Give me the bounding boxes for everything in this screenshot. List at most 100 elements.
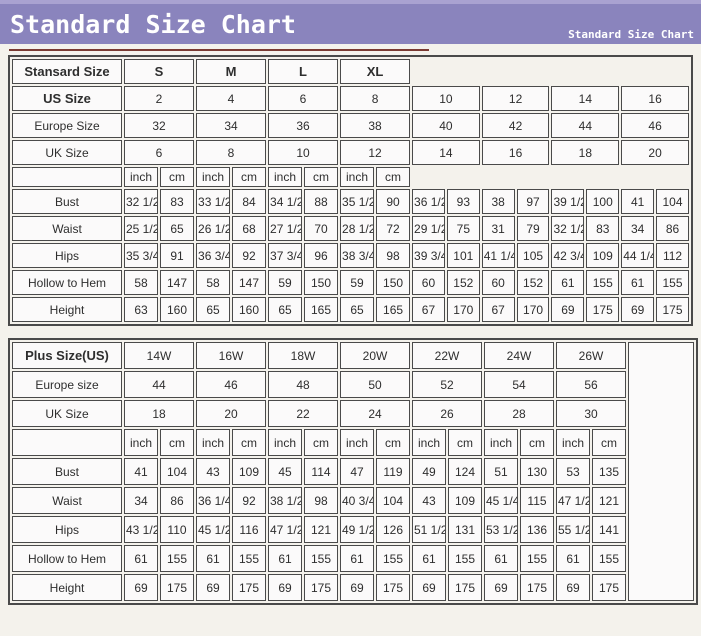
size-cell: 18	[551, 140, 620, 165]
measurement-cell: 104	[656, 189, 689, 214]
tables-gap	[0, 326, 701, 338]
measurement-cell: 67	[412, 297, 445, 322]
row-label: Waist	[12, 487, 122, 514]
unit-header: inch	[196, 429, 230, 456]
measurement-cell: 112	[656, 243, 689, 268]
measurement-cell: 49 1/2	[340, 516, 374, 543]
size-group-header-2: L	[268, 59, 339, 84]
row-label: Height	[12, 574, 122, 601]
measurement-cell: 91	[160, 243, 195, 268]
measurement-cell: 61	[196, 545, 230, 572]
measurement-cell: 68	[232, 216, 267, 241]
measurement-cell: 58	[196, 270, 231, 295]
measurement-cell: 124	[448, 458, 482, 485]
size-cell: 40	[412, 113, 480, 138]
unit-header: cm	[520, 429, 554, 456]
measurement-cell: 86	[656, 216, 689, 241]
size-group-header-1: 16W	[196, 342, 266, 369]
measurement-cell: 35 1/2	[340, 189, 375, 214]
measurement-cell: 175	[160, 574, 194, 601]
row-label: Hips	[12, 516, 122, 543]
measurement-cell: 101	[446, 243, 480, 268]
size-cell: 8	[196, 140, 267, 165]
size-cell: 56	[556, 371, 626, 398]
measurement-cell: 70	[304, 216, 339, 241]
unit-header: inch	[340, 429, 374, 456]
measurement-cell: 63	[124, 297, 158, 322]
measurement-cell: 98	[376, 243, 411, 268]
size-cell: 44	[551, 113, 620, 138]
measurement-cell: 155	[520, 545, 554, 572]
measurement-cell: 38	[481, 189, 515, 214]
measurement-cell: 104	[160, 458, 194, 485]
measurement-cell: 160	[160, 297, 195, 322]
measurement-cell: 32 1/2	[551, 216, 585, 241]
measurement-cell: 33 1/2	[196, 189, 231, 214]
measurement-cell: 92	[232, 487, 266, 514]
measurement-cell: 152	[446, 270, 480, 295]
measurement-cell: 131	[448, 516, 482, 543]
measurement-cell: 98	[304, 487, 338, 514]
size-cell: 18	[124, 400, 194, 427]
measurement-cell: 88	[304, 189, 339, 214]
unit-row-spacer	[12, 429, 122, 456]
size-group-header-1: M	[196, 59, 267, 84]
size-cell: 2	[124, 86, 195, 111]
unit-header: inch	[124, 429, 158, 456]
size-group-header-3: 20W	[340, 342, 410, 369]
measurement-cell: 39 3/4	[412, 243, 445, 268]
size-cell: 22	[268, 400, 338, 427]
size-group-header-0: 14W	[124, 342, 194, 369]
size-cell: 20	[196, 400, 266, 427]
measurement-cell: 45 1/2	[196, 516, 230, 543]
size-cell: 36	[268, 113, 339, 138]
measurement-cell: 42 3/4	[551, 243, 585, 268]
measurement-cell: 53	[556, 458, 590, 485]
measurement-cell: 84	[232, 189, 267, 214]
corner-label: Plus Size(US)	[12, 342, 122, 369]
measurement-cell: 43 1/2	[124, 516, 158, 543]
size-cell: 12	[340, 140, 411, 165]
unit-header: cm	[160, 167, 195, 187]
measurement-cell: 36 1/4	[196, 487, 230, 514]
measurement-cell: 38 1/2	[268, 487, 302, 514]
measurement-cell: 65	[268, 297, 303, 322]
measurement-cell: 72	[376, 216, 411, 241]
size-cell: 4	[196, 86, 267, 111]
unit-header: cm	[232, 429, 266, 456]
row-label: Bust	[12, 458, 122, 485]
measurement-cell: 69	[412, 574, 446, 601]
measurement-cell: 93	[446, 189, 480, 214]
row-label: Bust	[12, 189, 122, 214]
measurement-cell: 69	[551, 297, 585, 322]
measurement-cell: 92	[232, 243, 267, 268]
measurement-cell: 155	[160, 545, 194, 572]
measurement-cell: 160	[232, 297, 267, 322]
measurement-cell: 126	[376, 516, 410, 543]
size-cell: 38	[340, 113, 411, 138]
measurement-cell: 155	[586, 270, 620, 295]
measurement-cell: 59	[340, 270, 375, 295]
measurement-cell: 28 1/2	[340, 216, 375, 241]
measurement-cell: 39 1/2	[551, 189, 585, 214]
measurement-cell: 109	[448, 487, 482, 514]
unit-header: inch	[268, 167, 303, 187]
measurement-cell: 37 3/4	[268, 243, 303, 268]
measurement-cell: 175	[592, 574, 626, 601]
measurement-cell: 40 3/4	[340, 487, 374, 514]
measurement-cell: 67	[481, 297, 515, 322]
measurement-cell: 155	[304, 545, 338, 572]
size-group-header-3: XL	[340, 59, 411, 84]
measurement-cell: 97	[516, 189, 550, 214]
measurement-cell: 45	[268, 458, 302, 485]
measurement-cell: 26 1/2	[196, 216, 231, 241]
measurement-cell: 36 1/2	[412, 189, 445, 214]
row-label: Europe size	[12, 371, 122, 398]
measurement-cell: 38 3/4	[340, 243, 375, 268]
size-cell: 48	[268, 371, 338, 398]
measurement-cell: 61	[268, 545, 302, 572]
measurement-cell: 135	[592, 458, 626, 485]
measurement-cell: 60	[481, 270, 515, 295]
measurement-cell: 65	[160, 216, 195, 241]
size-cell: 32	[124, 113, 195, 138]
